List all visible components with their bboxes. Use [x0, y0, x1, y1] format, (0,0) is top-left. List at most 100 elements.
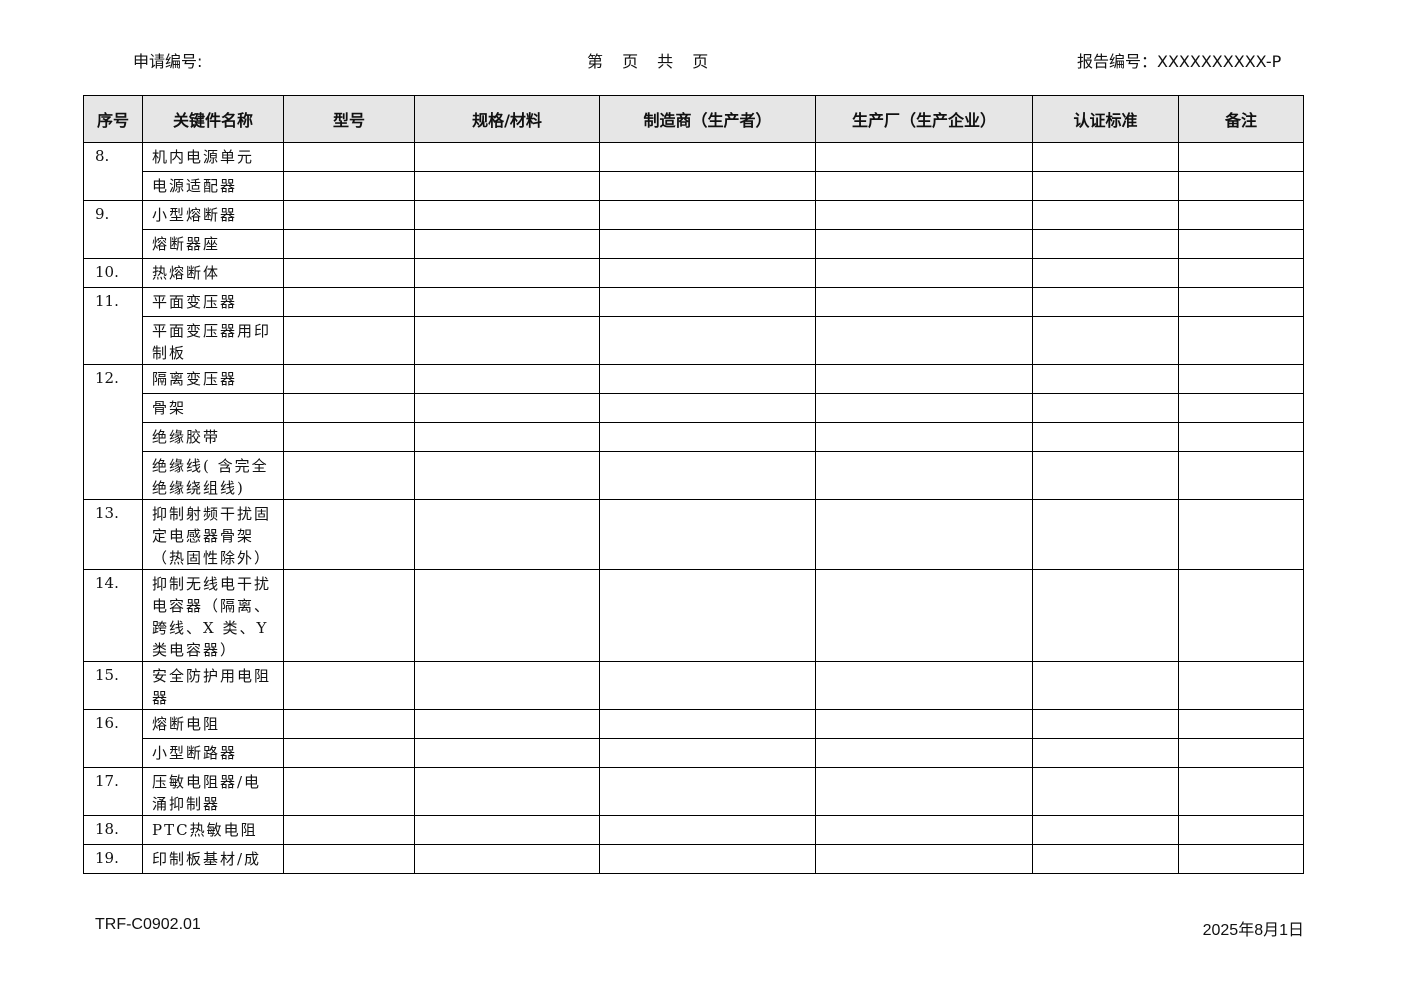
- empty-cell[interactable]: [599, 815, 816, 845]
- empty-cell[interactable]: [283, 767, 415, 816]
- empty-cell[interactable]: [1032, 499, 1179, 570]
- empty-cell[interactable]: [1032, 287, 1179, 317]
- empty-cell[interactable]: [1032, 393, 1179, 423]
- empty-cell[interactable]: [283, 200, 415, 230]
- empty-cell[interactable]: [283, 364, 415, 394]
- empty-cell[interactable]: [599, 200, 816, 230]
- empty-cell[interactable]: [283, 142, 415, 172]
- empty-cell[interactable]: [815, 569, 1033, 662]
- empty-cell[interactable]: [414, 738, 600, 768]
- empty-cell[interactable]: [414, 258, 600, 288]
- empty-cell[interactable]: [414, 316, 600, 365]
- empty-cell[interactable]: [599, 451, 816, 500]
- empty-cell[interactable]: [815, 287, 1033, 317]
- empty-cell[interactable]: [283, 393, 415, 423]
- empty-cell[interactable]: [599, 738, 816, 768]
- empty-cell[interactable]: [815, 316, 1033, 365]
- empty-cell[interactable]: [414, 815, 600, 845]
- empty-cell[interactable]: [414, 844, 600, 874]
- empty-cell[interactable]: [599, 393, 816, 423]
- empty-cell[interactable]: [599, 661, 816, 710]
- empty-cell[interactable]: [1178, 661, 1304, 710]
- empty-cell[interactable]: [1032, 661, 1179, 710]
- empty-cell[interactable]: [1032, 738, 1179, 768]
- empty-cell[interactable]: [414, 569, 600, 662]
- empty-cell[interactable]: [815, 229, 1033, 259]
- empty-cell[interactable]: [1178, 258, 1304, 288]
- empty-cell[interactable]: [599, 258, 816, 288]
- empty-cell[interactable]: [815, 142, 1033, 172]
- empty-cell[interactable]: [599, 229, 816, 259]
- empty-cell[interactable]: [815, 709, 1033, 739]
- empty-cell[interactable]: [283, 499, 415, 570]
- empty-cell[interactable]: [283, 661, 415, 710]
- empty-cell[interactable]: [414, 393, 600, 423]
- empty-cell[interactable]: [1178, 815, 1304, 845]
- empty-cell[interactable]: [599, 499, 816, 570]
- empty-cell[interactable]: [599, 767, 816, 816]
- empty-cell[interactable]: [283, 287, 415, 317]
- empty-cell[interactable]: [414, 767, 600, 816]
- empty-cell[interactable]: [1178, 142, 1304, 172]
- empty-cell[interactable]: [1032, 709, 1179, 739]
- empty-cell[interactable]: [1032, 451, 1179, 500]
- empty-cell[interactable]: [815, 661, 1033, 710]
- empty-cell[interactable]: [599, 569, 816, 662]
- empty-cell[interactable]: [599, 171, 816, 201]
- empty-cell[interactable]: [1032, 258, 1179, 288]
- empty-cell[interactable]: [283, 569, 415, 662]
- empty-cell[interactable]: [815, 393, 1033, 423]
- empty-cell[interactable]: [283, 815, 415, 845]
- empty-cell[interactable]: [1178, 844, 1304, 874]
- empty-cell[interactable]: [599, 287, 816, 317]
- empty-cell[interactable]: [1032, 844, 1179, 874]
- empty-cell[interactable]: [1032, 229, 1179, 259]
- empty-cell[interactable]: [815, 815, 1033, 845]
- empty-cell[interactable]: [1032, 364, 1179, 394]
- empty-cell[interactable]: [414, 229, 600, 259]
- empty-cell[interactable]: [1178, 287, 1304, 317]
- empty-cell[interactable]: [1178, 229, 1304, 259]
- empty-cell[interactable]: [283, 844, 415, 874]
- empty-cell[interactable]: [1178, 767, 1304, 816]
- empty-cell[interactable]: [815, 844, 1033, 874]
- empty-cell[interactable]: [414, 171, 600, 201]
- empty-cell[interactable]: [1032, 142, 1179, 172]
- empty-cell[interactable]: [414, 422, 600, 452]
- empty-cell[interactable]: [414, 451, 600, 500]
- empty-cell[interactable]: [815, 767, 1033, 816]
- empty-cell[interactable]: [414, 200, 600, 230]
- empty-cell[interactable]: [283, 316, 415, 365]
- empty-cell[interactable]: [815, 258, 1033, 288]
- empty-cell[interactable]: [283, 738, 415, 768]
- empty-cell[interactable]: [283, 171, 415, 201]
- empty-cell[interactable]: [815, 364, 1033, 394]
- empty-cell[interactable]: [283, 229, 415, 259]
- empty-cell[interactable]: [1032, 767, 1179, 816]
- empty-cell[interactable]: [815, 200, 1033, 230]
- empty-cell[interactable]: [1178, 364, 1304, 394]
- empty-cell[interactable]: [414, 364, 600, 394]
- empty-cell[interactable]: [1032, 316, 1179, 365]
- empty-cell[interactable]: [1178, 569, 1304, 662]
- empty-cell[interactable]: [1032, 815, 1179, 845]
- empty-cell[interactable]: [599, 364, 816, 394]
- empty-cell[interactable]: [1178, 451, 1304, 500]
- empty-cell[interactable]: [1178, 709, 1304, 739]
- empty-cell[interactable]: [1032, 422, 1179, 452]
- empty-cell[interactable]: [1178, 200, 1304, 230]
- empty-cell[interactable]: [1032, 569, 1179, 662]
- empty-cell[interactable]: [815, 422, 1033, 452]
- empty-cell[interactable]: [599, 709, 816, 739]
- empty-cell[interactable]: [414, 142, 600, 172]
- empty-cell[interactable]: [599, 844, 816, 874]
- empty-cell[interactable]: [815, 499, 1033, 570]
- empty-cell[interactable]: [414, 287, 600, 317]
- empty-cell[interactable]: [815, 171, 1033, 201]
- empty-cell[interactable]: [1178, 499, 1304, 570]
- empty-cell[interactable]: [1032, 200, 1179, 230]
- empty-cell[interactable]: [815, 451, 1033, 500]
- empty-cell[interactable]: [1178, 422, 1304, 452]
- empty-cell[interactable]: [283, 709, 415, 739]
- empty-cell[interactable]: [283, 258, 415, 288]
